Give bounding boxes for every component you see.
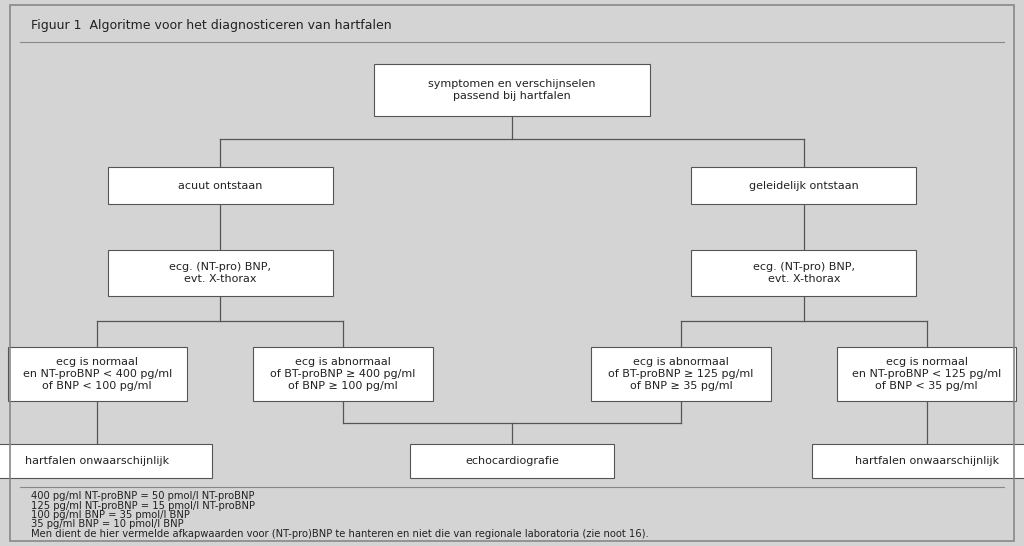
- Text: Men dient de hier vermelde afkapwaarden voor (NT-pro)BNP te hanteren en niet die: Men dient de hier vermelde afkapwaarden …: [31, 529, 648, 538]
- Text: ecg is abnormaal
of BT-proBNP ≥ 125 pg/ml
of BNP ≥ 35 pg/ml: ecg is abnormaal of BT-proBNP ≥ 125 pg/m…: [608, 358, 754, 390]
- Text: geleidelijk ontstaan: geleidelijk ontstaan: [749, 181, 859, 191]
- FancyBboxPatch shape: [838, 347, 1016, 401]
- FancyBboxPatch shape: [254, 347, 432, 401]
- Text: 35 pg/ml BNP = 10 pmol/l BNP: 35 pg/ml BNP = 10 pmol/l BNP: [31, 519, 183, 529]
- Text: hartfalen onwaarschijnlijk: hartfalen onwaarschijnlijk: [855, 456, 998, 466]
- FancyBboxPatch shape: [691, 250, 916, 296]
- Text: acuut ontstaan: acuut ontstaan: [178, 181, 262, 191]
- Text: ecg. (NT-pro) BNP,
evt. X-thorax: ecg. (NT-pro) BNP, evt. X-thorax: [169, 262, 271, 284]
- FancyBboxPatch shape: [108, 250, 333, 296]
- Text: ecg is abnormaal
of BT-proBNP ≥ 400 pg/ml
of BNP ≥ 100 pg/ml: ecg is abnormaal of BT-proBNP ≥ 400 pg/m…: [270, 358, 416, 390]
- FancyBboxPatch shape: [108, 167, 333, 204]
- Text: 400 pg/ml NT-proBNP = 50 pmol/l NT-proBNP: 400 pg/ml NT-proBNP = 50 pmol/l NT-proBN…: [31, 491, 254, 501]
- Text: ecg is normaal
en NT-proBNP < 125 pg/ml
of BNP < 35 pg/ml: ecg is normaal en NT-proBNP < 125 pg/ml …: [852, 358, 1001, 390]
- FancyBboxPatch shape: [8, 347, 186, 401]
- Text: 100 pg/ml BNP = 35 pmol/l BNP: 100 pg/ml BNP = 35 pmol/l BNP: [31, 510, 189, 520]
- Text: Figuur 1  Algoritme voor het diagnosticeren van hartfalen: Figuur 1 Algoritme voor het diagnosticer…: [31, 19, 391, 32]
- Text: echocardiografie: echocardiografie: [465, 456, 559, 466]
- Text: ecg. (NT-pro) BNP,
evt. X-thorax: ecg. (NT-pro) BNP, evt. X-thorax: [753, 262, 855, 284]
- FancyBboxPatch shape: [592, 347, 770, 401]
- Text: ecg is normaal
en NT-proBNP < 400 pg/ml
of BNP < 100 pg/ml: ecg is normaal en NT-proBNP < 400 pg/ml …: [23, 358, 172, 390]
- Text: hartfalen onwaarschijnlijk: hartfalen onwaarschijnlijk: [26, 456, 169, 466]
- FancyBboxPatch shape: [811, 444, 1024, 478]
- FancyBboxPatch shape: [374, 64, 650, 116]
- FancyBboxPatch shape: [0, 444, 213, 478]
- FancyBboxPatch shape: [410, 444, 614, 478]
- Text: 125 pg/ml NT-proBNP = 15 pmol/l NT-proBNP: 125 pg/ml NT-proBNP = 15 pmol/l NT-proBN…: [31, 501, 255, 511]
- FancyBboxPatch shape: [691, 167, 916, 204]
- Text: symptomen en verschijnselen
passend bij hartfalen: symptomen en verschijnselen passend bij …: [428, 79, 596, 101]
